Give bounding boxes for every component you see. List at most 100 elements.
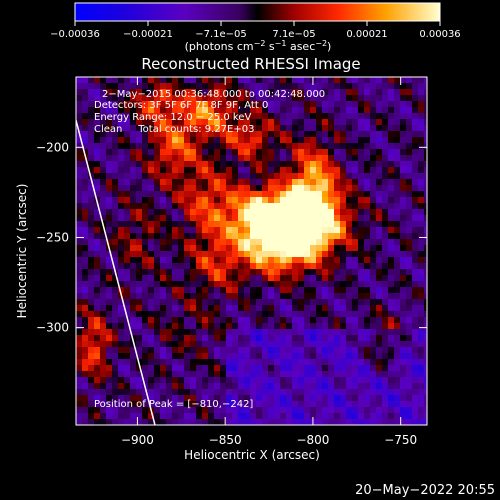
heatmap-cell <box>160 299 166 305</box>
heatmap-cell <box>376 347 382 353</box>
heatmap-cell <box>310 281 316 287</box>
heatmap-cell <box>286 347 292 353</box>
heatmap-cell <box>148 365 154 371</box>
heatmap-cell <box>130 137 136 143</box>
heatmap-cell <box>100 203 106 209</box>
heatmap-cell <box>208 191 214 197</box>
heatmap-cell <box>88 143 94 149</box>
heatmap-cell <box>106 329 112 335</box>
heatmap-cell <box>370 197 376 203</box>
heatmap-cell <box>166 227 172 233</box>
heatmap-cell <box>94 191 100 197</box>
heatmap-cell <box>184 179 190 185</box>
heatmap-cell <box>268 209 274 215</box>
heatmap-cell <box>370 311 376 317</box>
heatmap-cell <box>262 143 268 149</box>
heatmap-cell <box>214 359 220 365</box>
heatmap-cell <box>346 251 352 257</box>
heatmap-cell <box>124 311 130 317</box>
heatmap-cell <box>178 95 184 101</box>
heatmap-cell <box>202 335 208 341</box>
heatmap-cell <box>424 299 427 305</box>
heatmap-cell <box>148 335 154 341</box>
heatmap-cell <box>142 413 148 419</box>
heatmap-cell <box>274 407 280 413</box>
heatmap-cell <box>112 347 118 353</box>
heatmap-cell <box>250 419 256 425</box>
heatmap-cell <box>352 149 358 155</box>
heatmap-cell <box>310 197 316 203</box>
heatmap-cell <box>142 149 148 155</box>
heatmap-cell <box>76 221 82 227</box>
heatmap-cell <box>370 245 376 251</box>
heatmap-cell <box>100 149 106 155</box>
heatmap-cell <box>322 413 328 419</box>
heatmap-cell <box>220 113 226 119</box>
heatmap-cell <box>244 239 250 245</box>
heatmap-cell <box>142 101 148 107</box>
heatmap-cell <box>238 395 244 401</box>
heatmap-cell <box>304 155 310 161</box>
heatmap-cell <box>172 305 178 311</box>
heatmap-cell <box>322 269 328 275</box>
heatmap-cell <box>292 251 298 257</box>
heatmap-cell <box>376 191 382 197</box>
heatmap-cell <box>394 107 400 113</box>
heatmap-cell <box>400 293 406 299</box>
heatmap-cell <box>316 401 322 407</box>
heatmap-cell <box>412 305 418 311</box>
heatmap-cell <box>220 389 226 395</box>
heatmap-cell <box>94 329 100 335</box>
heatmap-cell <box>292 257 298 263</box>
heatmap-cell <box>94 203 100 209</box>
heatmap-cell <box>124 119 130 125</box>
heatmap-cell <box>328 83 334 89</box>
heatmap-cell <box>142 299 148 305</box>
heatmap-cell <box>190 389 196 395</box>
heatmap-cell <box>262 137 268 143</box>
heatmap-cell <box>382 329 388 335</box>
heatmap-cell <box>328 329 334 335</box>
heatmap-cell <box>220 167 226 173</box>
heatmap-cell <box>370 419 376 425</box>
heatmap-cell <box>406 89 412 95</box>
heatmap-cell <box>82 83 88 89</box>
heatmap-cell <box>220 149 226 155</box>
heatmap-cell <box>406 359 412 365</box>
heatmap-cell <box>238 131 244 137</box>
heatmap-cell <box>202 353 208 359</box>
heatmap-cell <box>118 137 124 143</box>
heatmap-cell <box>208 365 214 371</box>
heatmap-cell <box>244 101 250 107</box>
heatmap-cell <box>226 77 232 83</box>
heatmap-cell <box>250 185 256 191</box>
heatmap-cell <box>250 395 256 401</box>
heatmap-cell <box>94 185 100 191</box>
heatmap-cell <box>376 113 382 119</box>
heatmap-cell <box>418 287 424 293</box>
x-tick-label: −800 <box>296 433 329 447</box>
heatmap-cell <box>418 329 424 335</box>
heatmap-cell <box>106 377 112 383</box>
heatmap-cell <box>304 347 310 353</box>
heatmap-cell <box>232 323 238 329</box>
heatmap-cell <box>196 317 202 323</box>
heatmap-cell <box>154 251 160 257</box>
heatmap-cell <box>190 179 196 185</box>
heatmap-cell <box>112 419 118 425</box>
heatmap-cell <box>178 203 184 209</box>
heatmap-cell <box>376 251 382 257</box>
heatmap-cell <box>292 227 298 233</box>
heatmap-cell <box>274 323 280 329</box>
heatmap-cell <box>274 125 280 131</box>
heatmap-cell <box>256 197 262 203</box>
heatmap-cell <box>412 125 418 131</box>
heatmap-cell <box>130 389 136 395</box>
heatmap-cell <box>148 149 154 155</box>
heatmap-cell <box>304 137 310 143</box>
colorbar-tick-label: 0.00036 <box>419 29 460 40</box>
heatmap-cell <box>232 299 238 305</box>
heatmap-cell <box>190 113 196 119</box>
heatmap-cell <box>238 83 244 89</box>
